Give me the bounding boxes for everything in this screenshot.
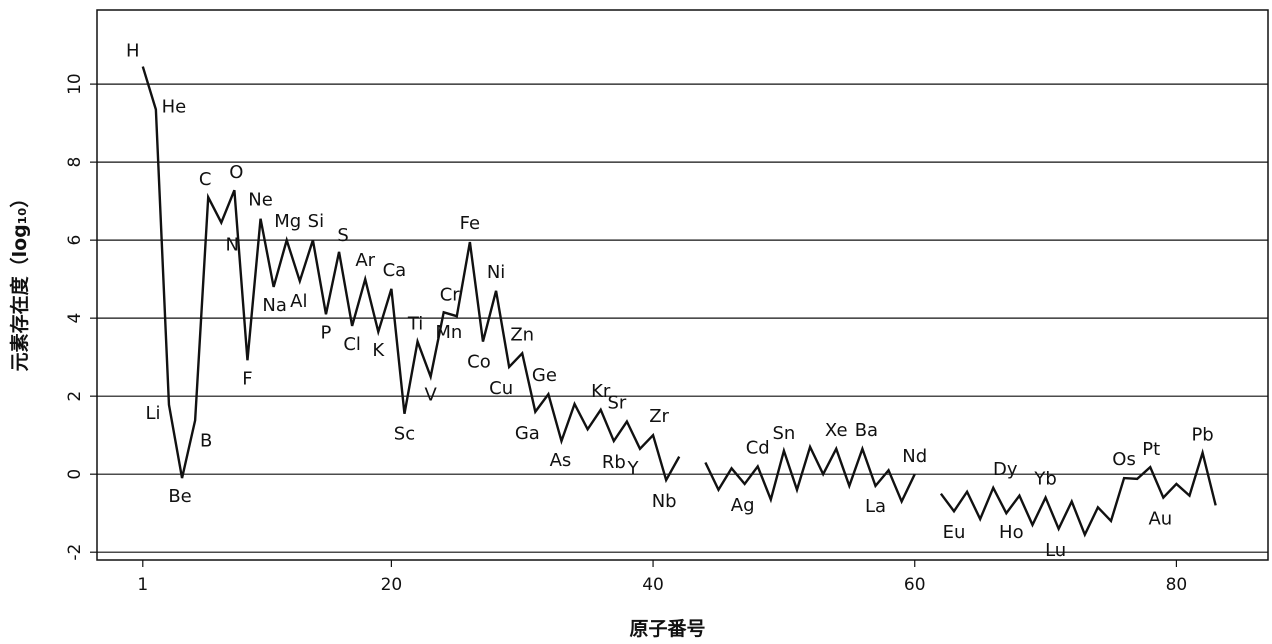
series-line-segment-1 <box>141 66 681 484</box>
x-tick-label: 40 <box>642 575 664 595</box>
element-label-he: He <box>162 96 187 117</box>
y-axis-title: 元素存在度（log₁₀） <box>8 189 31 372</box>
element-label-eu: Eu <box>943 522 966 543</box>
element-label-mg: Mg <box>274 211 301 232</box>
element-label-la: La <box>865 496 886 517</box>
abundance-line-series <box>141 66 1217 538</box>
element-label-al: Al <box>290 291 307 312</box>
x-axis-title: 原子番号 <box>629 618 705 640</box>
element-label-sc: Sc <box>394 424 415 445</box>
element-label-be: Be <box>168 486 191 507</box>
element-label-pt: Pt <box>1142 439 1160 460</box>
element-label-cl: Cl <box>343 334 361 355</box>
element-label-h: H <box>126 41 140 62</box>
element-label-cr: Cr <box>440 284 461 305</box>
x-axis: 1 20 40 60 80 <box>137 560 1187 595</box>
element-label-co: Co <box>467 352 491 373</box>
element-label-na: Na <box>262 295 287 316</box>
x-tick-label: 80 <box>1166 575 1188 595</box>
element-label-lu: Lu <box>1045 540 1066 561</box>
x-tick-label: 1 <box>137 575 148 595</box>
y-tick-label: 4 <box>65 313 85 324</box>
element-label-v: V <box>424 385 437 406</box>
element-label-li: Li <box>145 403 160 424</box>
y-tick-label: 6 <box>65 235 85 246</box>
element-label-mn: Mn <box>435 322 462 343</box>
element-label-pb: Pb <box>1191 425 1213 446</box>
element-label-rb: Rb <box>602 452 626 473</box>
element-label-c: C <box>199 169 212 190</box>
grid-lines <box>97 83 1268 553</box>
element-label-as: As <box>550 450 572 471</box>
element-label-os: Os <box>1112 449 1136 470</box>
element-label-ho: Ho <box>999 522 1024 543</box>
element-label-si: Si <box>308 211 324 232</box>
element-label-fe: Fe <box>460 213 480 234</box>
y-tick-label: 2 <box>65 391 85 402</box>
series-line-segment-2 <box>704 443 916 505</box>
element-label-y: Y <box>626 458 639 479</box>
series-line-segment-3 <box>939 448 1217 538</box>
element-label-au: Au <box>1148 509 1172 530</box>
element-label-ti: Ti <box>407 314 423 335</box>
y-tick-label: 0 <box>65 469 85 480</box>
element-label-nb: Nb <box>652 491 677 512</box>
element-label-k: K <box>372 340 385 361</box>
element-labels: H He Li Be B C N O F Ne Na Mg Al Si P S Cl Ar K Ca Sc Ti V Cr Mn… <box>126 41 1214 561</box>
element-label-ge: Ge <box>532 365 557 386</box>
element-label-zr: Zr <box>649 406 669 427</box>
element-label-xe: Xe <box>825 420 848 441</box>
element-label-sr: Sr <box>607 393 626 414</box>
element-label-nd: Nd <box>902 446 927 467</box>
y-tick-label: 8 <box>65 157 85 168</box>
element-label-kr: Kr <box>591 381 611 402</box>
plot-frame <box>96 9 1269 561</box>
element-label-ne: Ne <box>248 190 273 211</box>
element-label-cu: Cu <box>489 378 513 399</box>
element-label-ba: Ba <box>855 420 878 441</box>
x-tick-label: 60 <box>904 575 926 595</box>
element-label-dy: Dy <box>993 459 1018 480</box>
element-label-o: O <box>229 162 243 183</box>
element-label-yb: Yb <box>1033 469 1056 490</box>
element-label-ca: Ca <box>383 260 407 281</box>
element-label-s: S <box>337 225 348 246</box>
element-label-ag: Ag <box>731 495 755 516</box>
y-axis: -2 0 2 4 6 8 10 <box>65 73 97 561</box>
y-tick-label: -2 <box>65 544 85 561</box>
y-tick-label: 10 <box>65 73 85 95</box>
x-tick-label: 20 <box>381 575 403 595</box>
element-label-p: P <box>321 322 332 343</box>
element-label-zn: Zn <box>510 324 534 345</box>
element-label-ga: Ga <box>515 423 540 444</box>
element-label-b: B <box>200 430 212 451</box>
element-label-cd: Cd <box>746 437 770 458</box>
element-label-sn: Sn <box>772 423 795 444</box>
element-label-n: N <box>226 235 239 256</box>
element-label-f: F <box>242 368 252 389</box>
element-label-ar: Ar <box>355 250 375 271</box>
element-label-ni: Ni <box>487 262 505 283</box>
